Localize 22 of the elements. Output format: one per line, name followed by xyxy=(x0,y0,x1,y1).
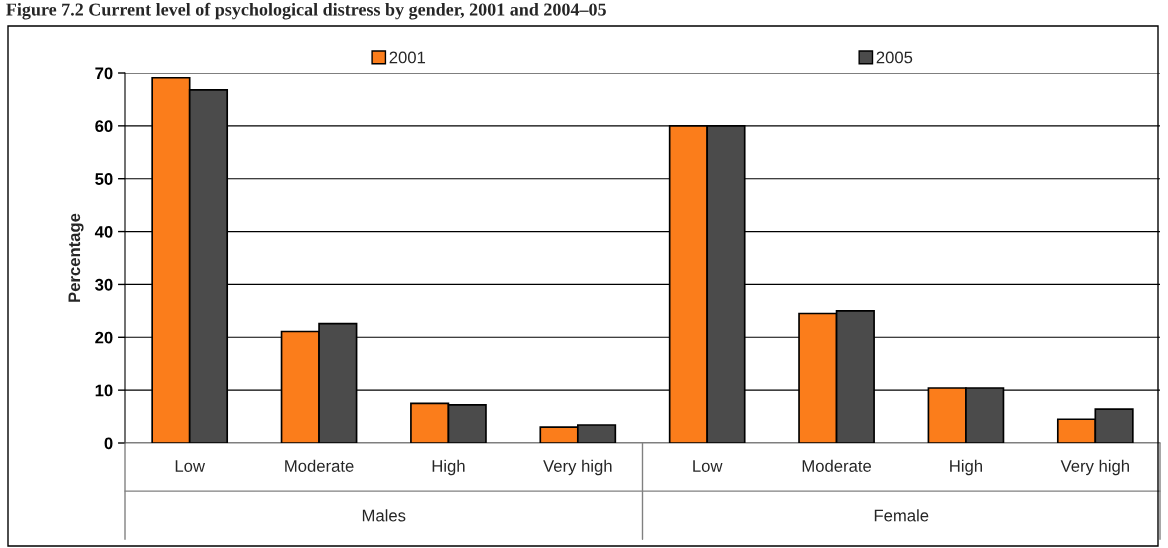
text: Female xyxy=(874,509,929,522)
x-tick-label: Very high xyxy=(543,459,612,476)
x-tick-label: Low xyxy=(693,460,723,472)
y-tick-label: 20 xyxy=(95,331,113,344)
y-axis-title: Percentage xyxy=(68,213,84,302)
y-tick-label: 10 xyxy=(95,384,113,397)
text: Males xyxy=(362,509,406,522)
y-tick-label: 50 xyxy=(95,173,113,185)
x-tick-label: Very high xyxy=(1060,459,1129,476)
y-tick-label: 70 xyxy=(95,67,113,80)
x-tick-label: Moderate xyxy=(802,459,872,472)
y-tick-label: 0 xyxy=(104,437,113,450)
x-tick-label: Moderate xyxy=(285,459,354,472)
legend-label: 2005 xyxy=(876,51,913,64)
x-tick-label: Low xyxy=(175,460,206,472)
x-tick-label: High xyxy=(432,459,465,476)
legend-label: 2001 xyxy=(389,51,426,64)
chart-title: Figure 7.2 Current level of psychological distress by gender, 2001 and 2004–05 xyxy=(6,2,606,20)
y-tick-label: 30 xyxy=(95,278,113,291)
y-tick-label: 40 xyxy=(94,225,113,238)
y-tick-label: 60 xyxy=(95,120,113,133)
x-tick-label: High xyxy=(950,459,982,476)
